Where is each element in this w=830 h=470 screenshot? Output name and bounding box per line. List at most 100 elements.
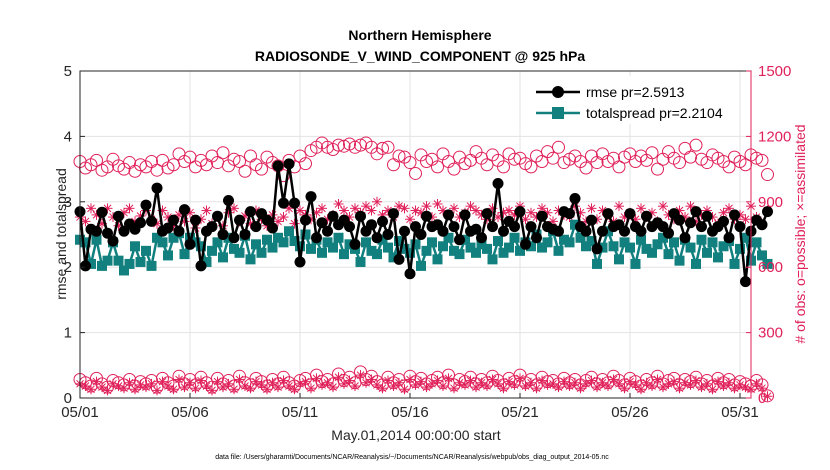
rmse-point xyxy=(371,232,383,244)
obs-assimilated-point xyxy=(564,381,575,392)
totalspread-point xyxy=(432,254,443,265)
rmse-point xyxy=(729,209,740,221)
rmse-point xyxy=(663,227,674,239)
totalspread-point xyxy=(625,242,635,253)
totalspread-point xyxy=(300,229,311,240)
totalspread-point xyxy=(322,237,333,248)
totalspread-point xyxy=(735,243,745,254)
totalspread-point xyxy=(218,252,228,263)
totalspread-point xyxy=(366,245,377,256)
totalspread-point xyxy=(751,237,762,248)
obs-assimilated-point xyxy=(124,203,135,214)
totalspread-point xyxy=(399,243,410,254)
rmse-point xyxy=(316,217,328,229)
y-right-tick-label: 1200 xyxy=(758,128,791,145)
obs-possible-point xyxy=(90,153,103,167)
obs-assimilated-point xyxy=(526,377,536,388)
obs-assimilated-point xyxy=(515,373,525,384)
x-axis-label: May.01,2014 00:00:00 start xyxy=(331,427,501,443)
obs-possible-point xyxy=(579,161,593,175)
rmse-point xyxy=(355,210,366,222)
rmse-point xyxy=(553,225,564,237)
rmse-point xyxy=(278,197,289,209)
obs-possible-point xyxy=(255,162,268,176)
rmse-point xyxy=(437,225,449,237)
obs-possible-point xyxy=(689,138,703,152)
obs-assimilated-point xyxy=(603,381,613,392)
rmse-point xyxy=(272,160,284,172)
totalspread-point xyxy=(685,242,696,253)
rmse-point xyxy=(531,232,542,244)
totalspread-point xyxy=(630,258,641,269)
totalspread-point xyxy=(355,256,366,267)
legend-rmse-marker xyxy=(552,86,564,98)
totalspread-point xyxy=(619,237,630,248)
obs-assimilated-point xyxy=(707,384,718,395)
totalspread-point xyxy=(229,243,239,254)
totalspread-point xyxy=(196,241,206,252)
totalspread-point xyxy=(707,237,718,248)
y-axis-label-right: # of obs: o=possible; ×=assimilated xyxy=(792,124,808,343)
axis-ticks: 05/01 05/06 05/11 05/16 05/21 05/26 05/3101234… xyxy=(61,63,791,421)
rmse-point xyxy=(624,208,636,220)
obs-possible-point xyxy=(761,389,774,403)
totalspread-point xyxy=(757,250,767,261)
rmse-point xyxy=(762,206,773,218)
obs-assimilated-point xyxy=(333,372,344,383)
obs-possible-point xyxy=(684,150,697,164)
rmse-point xyxy=(283,158,295,170)
obs-assimilated-point xyxy=(559,376,569,387)
obs-assimilated-point xyxy=(416,207,426,218)
obs-assimilated-point xyxy=(614,378,624,389)
totalspread-point xyxy=(575,232,586,243)
obs-assimilated-point xyxy=(399,203,410,214)
rmse-point xyxy=(492,177,504,189)
obs-assimilated-point xyxy=(124,377,135,388)
rmse-point xyxy=(569,193,581,205)
rmse-point xyxy=(586,214,597,226)
obs-assimilated-point xyxy=(504,205,514,216)
totalspread-point xyxy=(102,255,113,266)
totalspread-point xyxy=(91,234,102,245)
obs-assimilated-point xyxy=(696,382,707,393)
chart-subtitle: RADIOSONDE_V_WIND_COMPONENT @ 925 hPa xyxy=(255,48,585,64)
totalspread-point xyxy=(691,258,701,269)
rmse-point xyxy=(102,227,113,239)
totalspread-point xyxy=(542,237,553,248)
totalspread-point xyxy=(669,237,679,248)
totalspread-point xyxy=(427,237,437,248)
obs-possible-point xyxy=(244,149,257,163)
totalspread-point xyxy=(278,237,289,248)
totalspread-point xyxy=(405,247,415,258)
y-axis-label: rmse and totalspread xyxy=(53,168,69,300)
totalspread-point xyxy=(141,245,151,256)
totalspread-point xyxy=(482,243,492,254)
rmse-point xyxy=(597,225,608,237)
rmse-point xyxy=(696,221,707,233)
totalspread-point xyxy=(608,241,619,252)
obs-possible-point xyxy=(447,162,461,176)
totalspread-point xyxy=(234,247,245,258)
y-tick-label: 3 xyxy=(64,194,72,211)
obs-assimilated-point xyxy=(372,196,382,207)
rmse-point xyxy=(740,276,751,288)
totalspread-point xyxy=(152,232,162,243)
totalspread-point xyxy=(465,242,476,253)
totalspread-point xyxy=(372,249,382,260)
obs-assimilated-point xyxy=(636,384,646,395)
obs-possible-point xyxy=(409,166,422,180)
obs-assimilated-point xyxy=(471,205,481,216)
x-tick-label: 05/31 xyxy=(721,404,759,421)
obs-assimilated-point xyxy=(350,381,360,392)
totalspread-point xyxy=(207,245,217,256)
rmse-point xyxy=(421,210,432,222)
obs-possible-point xyxy=(673,156,686,170)
obs-assimilated-point xyxy=(339,205,349,216)
totalspread-point xyxy=(410,239,421,250)
totalspread-point xyxy=(135,256,146,267)
rmse-point xyxy=(223,194,234,206)
rmse-point xyxy=(723,232,735,244)
totalspread-point xyxy=(80,237,91,248)
totalspread-point xyxy=(361,237,371,248)
totalspread-point xyxy=(570,219,580,230)
